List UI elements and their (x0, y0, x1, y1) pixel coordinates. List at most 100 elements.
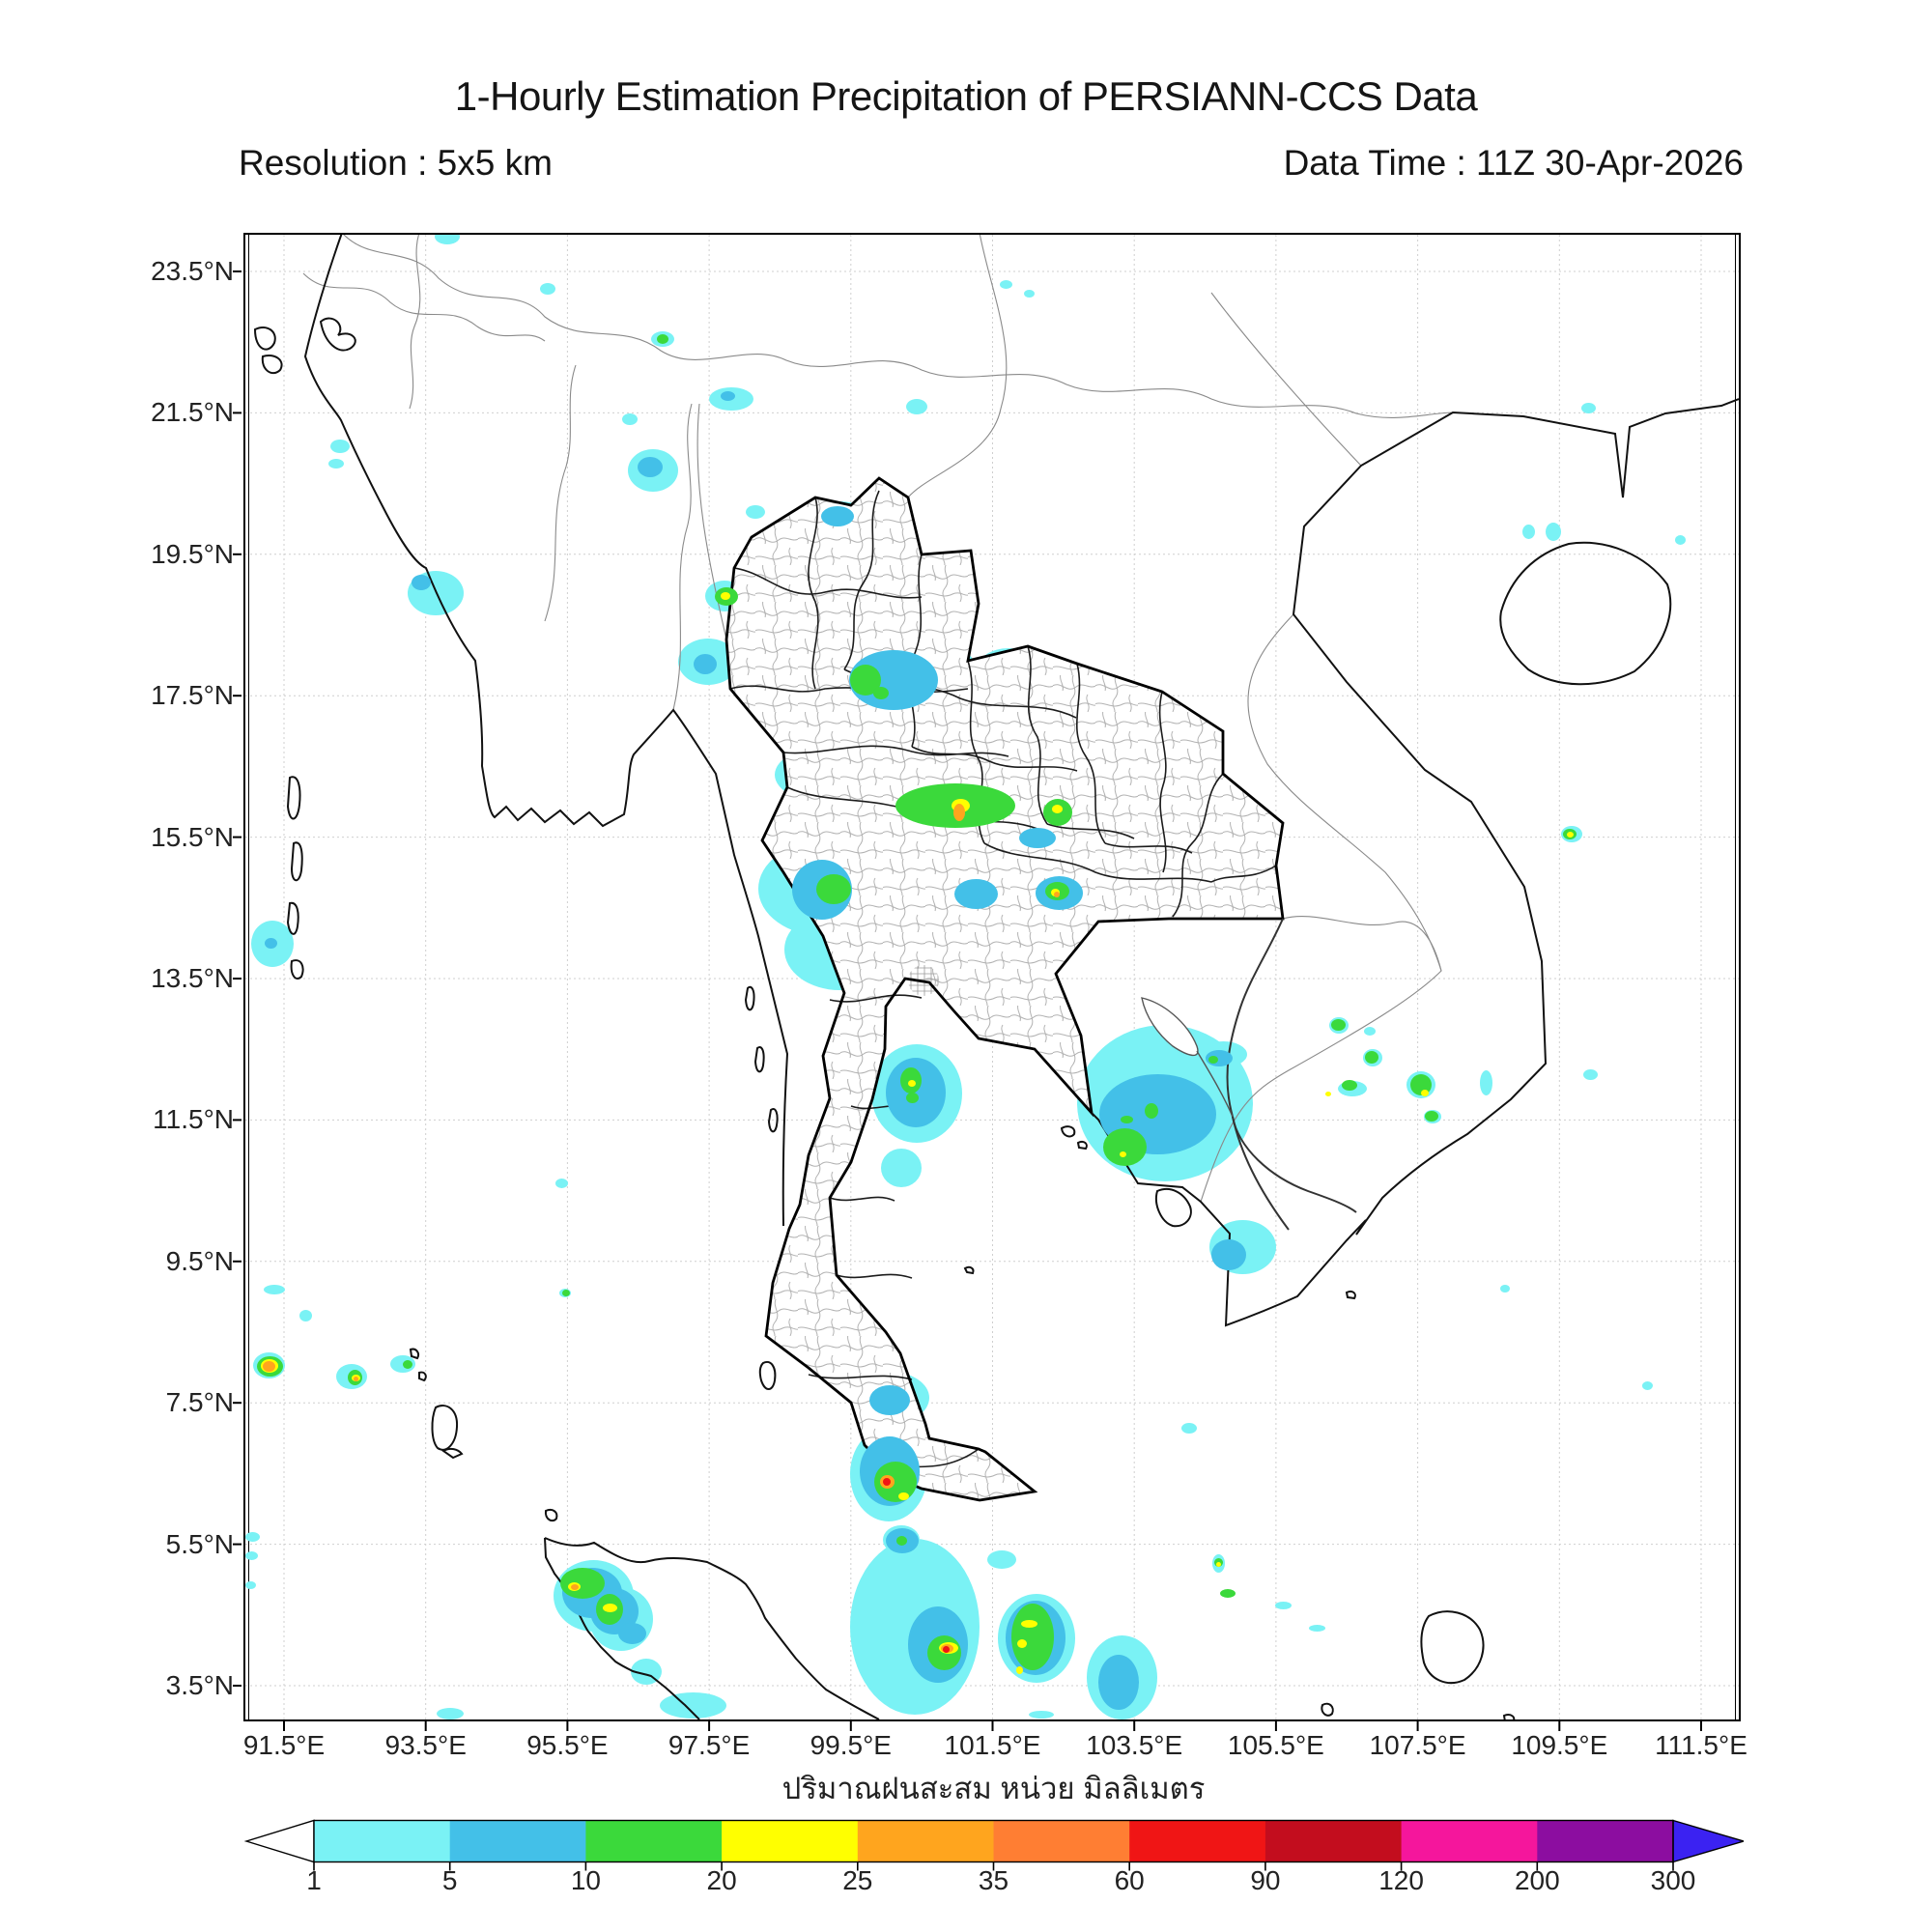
colorbar-tick-value: 90 (1250, 1865, 1281, 1895)
precip-cell-b (869, 1385, 910, 1415)
precip-cell-g (896, 1536, 907, 1546)
colorbar-segment (993, 1820, 1130, 1862)
precip-cell-c (328, 459, 344, 469)
precip-cell-c (746, 505, 765, 519)
precip-cell-g (1342, 1080, 1357, 1091)
precip-cell-c (1522, 525, 1535, 539)
precip-cell-y (908, 1080, 916, 1087)
precip-cell-b (694, 654, 717, 674)
precip-cell-y (1021, 1620, 1037, 1628)
lon-tick-label: 91.5°E (242, 1730, 326, 1760)
colorbar-right-arrow (1672, 1819, 1744, 1863)
lat-tick-label: 3.5°N (165, 1670, 234, 1700)
axis-ticks (233, 270, 1702, 1731)
mekong-branch (1232, 1116, 1290, 1231)
precip-cell-b (618, 1623, 646, 1644)
precip-cell-c (1029, 1711, 1054, 1719)
precip-cell-y (1421, 1090, 1429, 1096)
country-borders-thin (302, 235, 1454, 1203)
precip-cell-c (1000, 280, 1012, 289)
precip-cell-g (1331, 1019, 1346, 1031)
precip-cell-c (1781, 309, 1792, 317)
precip-cell-y (1120, 1151, 1126, 1157)
colorbar-segment (585, 1820, 723, 1862)
precip-cell-y (1017, 1639, 1027, 1648)
colorbar-tick-value: 1 (306, 1865, 322, 1895)
precip-cell-c (1480, 1070, 1492, 1095)
page-title: 1-Hourly Estimation Precipitation of PER… (454, 73, 1478, 119)
precip-cell-o (1054, 892, 1060, 897)
precip-cell-b (1211, 1239, 1246, 1270)
precip-cell-b (1098, 1655, 1139, 1710)
lon-tick-label: 101.5°E (944, 1730, 1041, 1760)
mekong-river (1226, 918, 1357, 1213)
lat-tick-label: 7.5°N (165, 1387, 234, 1418)
lon-tick-label: 103.5°E (1086, 1730, 1183, 1760)
precip-cell-g (403, 1360, 412, 1369)
precip-cell-g (1220, 1589, 1236, 1598)
lat-tick-label: 17.5°N (151, 680, 234, 711)
precip-cell-c (622, 413, 638, 425)
coastlines (253, 235, 1739, 1719)
colorbar-segment (1401, 1820, 1538, 1862)
lon-tick-label: 109.5°E (1511, 1730, 1608, 1760)
colorbar-tick-value: 5 (441, 1865, 458, 1895)
precip-cell-y (1052, 805, 1063, 813)
precip-cell-c (245, 1551, 258, 1560)
precip-cell-g (873, 687, 889, 699)
lon-tick-label: 97.5°E (668, 1730, 751, 1760)
precip-cell-b (265, 938, 277, 949)
precip-cell-b (1019, 828, 1056, 848)
precip-cell-o (571, 1584, 579, 1590)
precip-cell-c (1181, 1423, 1197, 1434)
colorbar-tick-value: 25 (842, 1865, 873, 1895)
lon-tick-label: 99.5°E (810, 1730, 892, 1760)
precip-cell-c (660, 1692, 726, 1719)
precip-cell-b (821, 506, 854, 526)
colorbar-tick-value: 200 (1514, 1865, 1560, 1895)
precip-cell-y (1325, 1092, 1331, 1096)
precip-cell-g (1121, 1116, 1133, 1123)
lon-tick-label: 95.5°E (526, 1730, 609, 1760)
precip-cell-g (1011, 1604, 1054, 1670)
lon-tick-label: 111.5°E (1655, 1730, 1747, 1760)
precip-cell-y (721, 592, 730, 600)
precip-cell-b (849, 650, 938, 710)
precip-cell-g (1365, 1051, 1378, 1064)
precip-cell-b (721, 391, 735, 401)
precip-cell-r (943, 1646, 950, 1653)
precip-cell-o (263, 1361, 275, 1372)
precip-cell-c (1024, 290, 1035, 298)
colorbar-tick-value: 10 (570, 1865, 601, 1895)
colorbar-segment (1264, 1820, 1403, 1862)
data-time-label: Data Time : 11Z 30-Apr-2026 (1283, 143, 1744, 183)
thailand-province-borders (729, 490, 1277, 1471)
precip-cell-g (816, 874, 851, 904)
precip-cell-c (540, 283, 555, 295)
precip-cell-c (437, 1708, 464, 1719)
map-canvas (233, 235, 1739, 1731)
lat-tick-label: 15.5°N (151, 821, 234, 852)
colorbar-tick-value: 60 (1114, 1865, 1145, 1895)
precip-cell-g (874, 1462, 917, 1502)
lat-tick-label: 11.5°N (153, 1104, 234, 1135)
precip-cell-g (560, 1568, 605, 1599)
precip-cell-o (953, 804, 965, 821)
precip-cell-y (1016, 1666, 1023, 1674)
colorbar-segment (449, 1820, 586, 1862)
precip-cell-c (1581, 403, 1596, 413)
precip-cell-g (1208, 1056, 1218, 1064)
precip-cell-o (354, 1377, 358, 1381)
precip-cell-g (657, 334, 668, 344)
precip-cell-c (881, 1149, 922, 1187)
colorbar-tick-value: 35 (978, 1865, 1009, 1895)
lat-tick-label: 23.5°N (151, 256, 234, 286)
resolution-label: Resolution : 5x5 km (239, 143, 553, 183)
precip-cell-c (245, 1581, 256, 1589)
precip-cell-g (1425, 1111, 1438, 1122)
lat-tick-label: 5.5°N (165, 1528, 234, 1559)
colorbar-segment (1537, 1820, 1674, 1862)
precip-cell-g (1103, 1128, 1147, 1166)
precip-cell-c (906, 399, 927, 414)
precip-cell-g (1145, 1103, 1158, 1119)
